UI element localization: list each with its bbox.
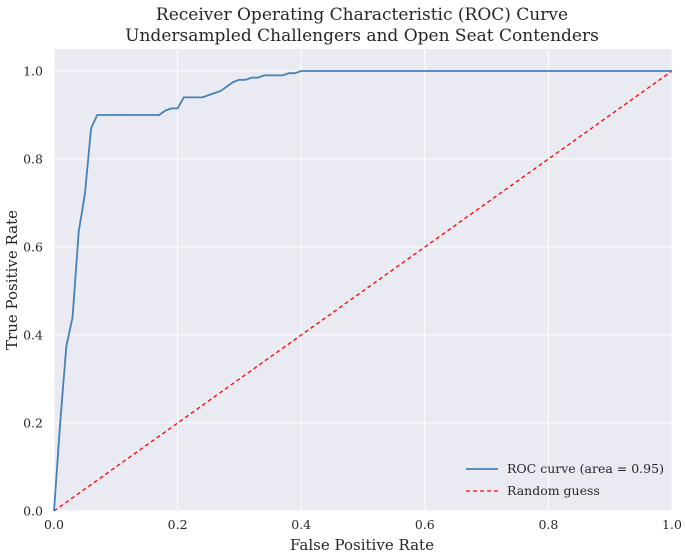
plot-area xyxy=(54,49,672,511)
legend-roc-label: ROC curve (area = 0.95) xyxy=(507,461,664,476)
series-layer xyxy=(53,70,673,512)
y-tick-label: 0.4 xyxy=(23,328,43,343)
roc-curve-line xyxy=(53,70,672,512)
y-tick-label: 0.8 xyxy=(23,152,43,167)
chart-subtitle: Undersampled Challengers and Open Seat C… xyxy=(125,26,599,46)
x-tick-label: 0.4 xyxy=(291,517,311,532)
y-tick-label: 0.6 xyxy=(23,240,43,255)
y-tick-label: 0.2 xyxy=(23,416,43,431)
legend: ROC curve (area = 0.95) Random guess xyxy=(466,461,664,498)
x-tick-label: 0.2 xyxy=(168,517,188,532)
tick-layer: 0.0 0.2 0.4 0.6 0.8 1.0 0.0 0.2 0.4 0.6 0.8 1.0 xyxy=(23,64,682,533)
x-tick-label: 0.8 xyxy=(538,517,558,532)
x-tick-label: 0.0 xyxy=(44,517,64,532)
legend-random-label: Random guess xyxy=(507,483,600,498)
y-tick-label: 0.0 xyxy=(23,504,43,519)
grid-layer xyxy=(53,49,673,512)
x-tick-label: 1.0 xyxy=(662,517,682,532)
y-axis-label: True Positive Rate xyxy=(3,210,21,350)
y-tick-label: 1.0 xyxy=(23,64,43,79)
x-tick-label: 0.6 xyxy=(415,517,435,532)
chart-title: Receiver Operating Characteristic (ROC) … xyxy=(156,5,568,25)
random-guess-line xyxy=(53,70,673,512)
x-axis-label: False Positive Rate xyxy=(290,536,434,554)
